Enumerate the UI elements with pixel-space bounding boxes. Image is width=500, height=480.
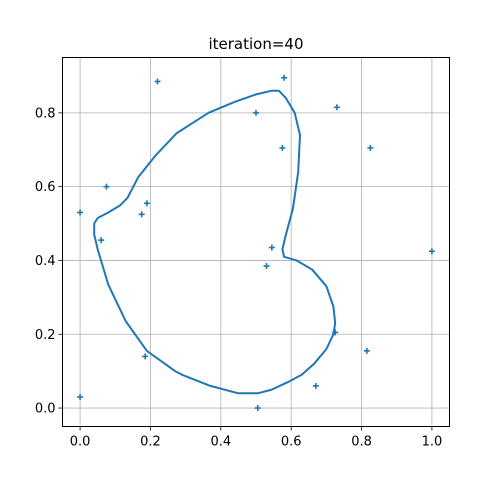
y-tick-label: 0.6	[35, 180, 56, 195]
x-tick-label: 0.6	[281, 435, 302, 450]
y-tick-label: 0.2	[35, 328, 56, 343]
x-tick-label: 1.0	[422, 435, 443, 450]
y-tick-label: 0.8	[35, 106, 56, 121]
y-tick-label: 0.0	[35, 402, 56, 417]
x-tick-label: 0.2	[140, 435, 161, 450]
x-tick-label: 0.0	[70, 435, 91, 450]
x-tick-label: 0.4	[210, 435, 231, 450]
y-tick-label: 0.4	[35, 254, 56, 269]
chart-title: iteration=40	[208, 35, 303, 53]
x-tick-label: 0.8	[351, 435, 372, 450]
